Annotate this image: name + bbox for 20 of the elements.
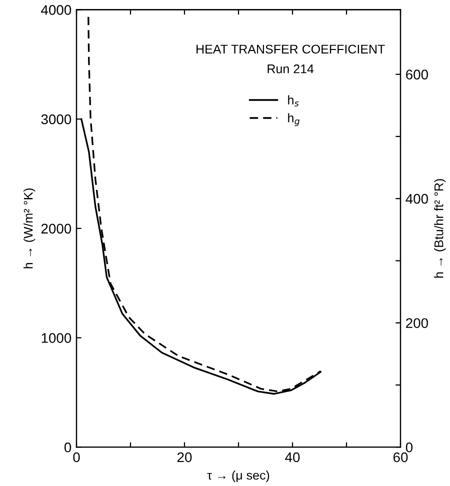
x-axis-title: τ → (μ sec) xyxy=(207,470,270,482)
y2-tick-label: 200 xyxy=(406,318,428,328)
y2-tick-label: 400 xyxy=(406,194,428,204)
y-axis-title: h → (W/m² °K) xyxy=(24,188,36,268)
legend-label: h$_{g}$ xyxy=(288,113,300,126)
y-tick-label: 0 xyxy=(64,442,72,452)
x-tick-label: 0 xyxy=(73,452,80,462)
y-tick-label: 3000 xyxy=(41,114,72,124)
legend-label: h$_{s}$ xyxy=(288,95,299,106)
x-tick-label: 20 xyxy=(177,452,192,462)
text: HEAT TRANSFER COEFFICIENT xyxy=(196,44,385,54)
x-tick-label: 40 xyxy=(285,452,300,462)
text: Run 214 xyxy=(268,64,314,74)
y2-tick-label: 0 xyxy=(406,442,413,452)
x-tick-label: 60 xyxy=(393,452,408,462)
y2-tick-label: 600 xyxy=(406,70,428,80)
y2-axis-title: h → (Btu/hr ft² °R) xyxy=(434,179,446,278)
y-tick-label: 1000 xyxy=(42,333,72,343)
y-tick-label: 4000 xyxy=(41,5,72,15)
y-tick-label: 2000 xyxy=(41,224,72,234)
